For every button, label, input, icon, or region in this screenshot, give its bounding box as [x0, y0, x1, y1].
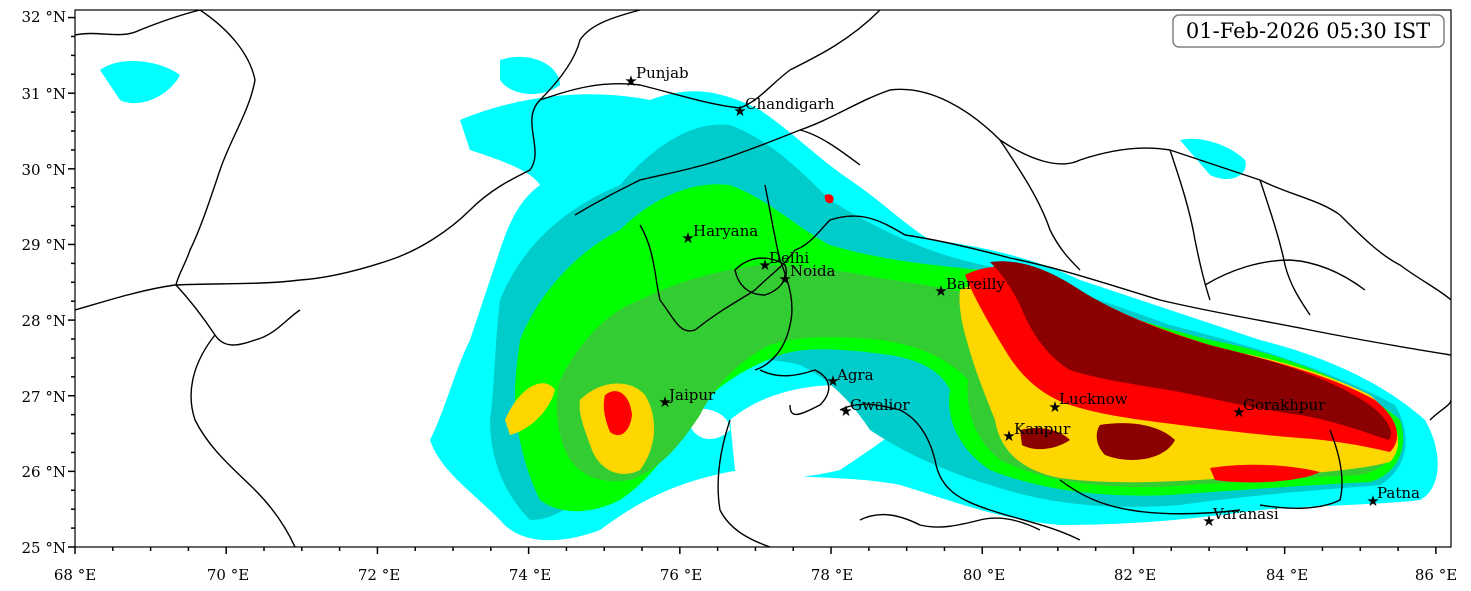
- star-icon: ★: [658, 393, 671, 411]
- borders: [75, 10, 1451, 547]
- y-tick-label: 32 °N: [22, 8, 66, 26]
- city-label: Jaipur: [667, 386, 716, 404]
- precip-field: [100, 56, 1438, 541]
- y-tick-label: 25 °N: [22, 539, 66, 557]
- star-icon: ★: [624, 72, 637, 90]
- city-label: Haryana: [693, 222, 758, 240]
- city-noida: ★ Noida: [778, 262, 835, 288]
- y-tick-label: 26 °N: [22, 463, 66, 481]
- city-label: Chandigarh: [745, 95, 835, 113]
- city-label: Gorakhpur: [1243, 396, 1326, 414]
- city-patna: ★ Patna: [1366, 484, 1420, 510]
- city-varanasi: ★ Varanasi: [1202, 505, 1279, 530]
- city-agra: ★ Agra: [826, 366, 873, 390]
- x-tick-label: 82 °E: [1114, 566, 1156, 584]
- x-tick-label: 76 °E: [660, 566, 702, 584]
- timestamp-box: 01-Feb-2026 05:30 IST: [1172, 14, 1445, 48]
- y-tick-label: 30 °N: [22, 161, 66, 179]
- city-haryana: ★ Haryana: [681, 222, 758, 247]
- city-label: Lucknow: [1059, 390, 1128, 408]
- star-icon: ★: [1002, 427, 1015, 445]
- x-tick-label: 84 °E: [1266, 566, 1308, 584]
- y-tick-label: 28 °N: [22, 312, 66, 330]
- star-icon: ★: [826, 372, 839, 390]
- x-tick-label: 74 °E: [509, 566, 551, 584]
- y-axis-labels: 32 °N 31 °N 30 °N 29 °N 28 °N 27 °N 26 °…: [22, 8, 66, 557]
- city-label: Patna: [1377, 484, 1420, 502]
- star-icon: ★: [733, 102, 746, 120]
- city-lucknow: ★ Lucknow: [1048, 390, 1128, 416]
- city-gorakhpur: ★ Gorakhpur: [1232, 396, 1326, 421]
- city-label: Delhi: [769, 249, 809, 267]
- star-icon: ★: [1366, 492, 1379, 510]
- city-label: Agra: [836, 366, 874, 384]
- star-icon: ★: [839, 402, 852, 420]
- y-tick-label: 27 °N: [22, 388, 66, 406]
- city-gwalior: ★ Gwalior: [839, 396, 910, 420]
- city-label: Punjab: [636, 64, 689, 82]
- star-icon: ★: [758, 256, 771, 274]
- plot-frame: [74, 9, 1452, 548]
- city-label: Bareilly: [946, 275, 1005, 293]
- star-icon: ★: [1048, 398, 1061, 416]
- city-delhi: ★ Delhi: [758, 249, 809, 274]
- axis-ticks: [68, 16, 1437, 554]
- x-axis-labels: 68 °E 70 °E 72 °E 74 °E 76 °E 78 °E 80 °…: [54, 566, 1457, 584]
- x-tick-label: 70 °E: [207, 566, 249, 584]
- city-markers: ★ Punjab ★ Chandigarh ★ Haryana ★ Delhi …: [624, 64, 1420, 530]
- city-chandigarh: ★ Chandigarh: [733, 95, 835, 120]
- star-icon: ★: [1202, 512, 1215, 530]
- city-bareilly: ★ Bareilly: [934, 275, 1005, 300]
- city-jaipur: ★ Jaipur: [658, 386, 716, 411]
- x-tick-label: 86 °E: [1415, 566, 1457, 584]
- city-label: Noida: [790, 262, 836, 280]
- star-icon: ★: [681, 229, 694, 247]
- city-label: Varanasi: [1212, 505, 1279, 523]
- x-tick-label: 72 °E: [358, 566, 400, 584]
- star-icon: ★: [934, 282, 947, 300]
- city-punjab: ★ Punjab: [624, 64, 688, 90]
- star-icon: ★: [1232, 403, 1245, 421]
- x-tick-label: 68 °E: [54, 566, 96, 584]
- y-tick-label: 29 °N: [22, 236, 66, 254]
- city-label: Gwalior: [850, 396, 910, 414]
- x-tick-label: 80 °E: [963, 566, 1005, 584]
- city-kanpur: ★ Kanpur: [1002, 420, 1071, 445]
- city-label: Kanpur: [1014, 420, 1071, 438]
- x-tick-label: 78 °E: [811, 566, 853, 584]
- star-icon: ★: [778, 270, 791, 288]
- timestamp-label: 01-Feb-2026 05:30 IST: [1186, 19, 1430, 43]
- y-tick-label: 31 °N: [22, 85, 66, 103]
